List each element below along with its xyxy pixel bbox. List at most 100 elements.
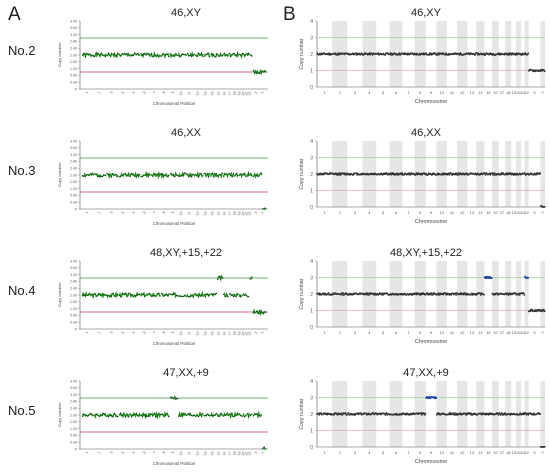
copy-number-point-a bbox=[233, 416, 235, 418]
copy-number-point-a bbox=[260, 310, 262, 312]
copy-number-point-a bbox=[129, 292, 131, 294]
copy-number-point-a bbox=[147, 293, 149, 295]
copy-number-point-a bbox=[171, 396, 173, 398]
copy-number-point-a bbox=[83, 294, 85, 296]
copy-number-point-b bbox=[468, 53, 471, 56]
copy-number-point-b bbox=[327, 292, 330, 294]
copy-number-point-b bbox=[469, 294, 472, 296]
copy-number-point-a bbox=[214, 173, 216, 175]
copy-number-point-a bbox=[155, 295, 157, 297]
copy-number-point-b bbox=[368, 294, 370, 296]
x-tick-label-b: 4 bbox=[368, 450, 371, 455]
copy-number-point-a bbox=[84, 55, 86, 57]
copy-number-point-a bbox=[177, 398, 179, 400]
copy-number-point-a bbox=[245, 295, 247, 297]
y-tick-label-b: 0 bbox=[310, 205, 313, 211]
copy-number-point-a bbox=[160, 55, 162, 57]
panel-a-label: A bbox=[8, 4, 21, 25]
x-axis-label-b: Chromosome bbox=[415, 459, 447, 465]
copy-number-point-a bbox=[104, 175, 106, 177]
y-tick-label-a: 2.00 bbox=[70, 173, 77, 177]
copy-number-point-a bbox=[165, 294, 167, 296]
copy-number-point-a bbox=[241, 52, 243, 54]
x-tick-label-a: 21 bbox=[244, 451, 249, 456]
y-tick-label-b: 3 bbox=[310, 275, 313, 281]
copy-number-point-a bbox=[159, 295, 161, 297]
karyotype-title-a: 46,XX bbox=[171, 127, 201, 139]
copy-number-point-a bbox=[252, 69, 254, 71]
x-tick-label-b: X bbox=[533, 330, 536, 335]
copy-number-point-a bbox=[238, 174, 240, 176]
copy-number-point-a bbox=[228, 52, 230, 54]
copy-number-point-b bbox=[498, 412, 501, 414]
copy-number-point-b bbox=[372, 412, 375, 414]
karyotype-title-b: 46,XY bbox=[411, 7, 441, 19]
y-tick-label-a: 0.40 bbox=[70, 81, 77, 85]
copy-number-point-a bbox=[81, 174, 83, 176]
copy-number-point-b bbox=[524, 172, 526, 174]
copy-number-point-a bbox=[146, 293, 148, 295]
copy-number-point-a bbox=[242, 413, 244, 415]
copy-number-point-a bbox=[143, 174, 145, 176]
copy-number-point-a bbox=[192, 54, 194, 56]
copy-number-point-a bbox=[216, 53, 218, 54]
x-tick-label-b: 12 bbox=[460, 330, 465, 335]
copy-number-point-a bbox=[132, 414, 134, 416]
x-tick-label-a: 22 bbox=[247, 331, 252, 336]
copy-number-trace-a bbox=[223, 291, 229, 298]
y-tick-label-a: 0 bbox=[75, 327, 77, 331]
copy-number-point-b bbox=[339, 172, 341, 174]
copy-number-point-a bbox=[210, 293, 212, 295]
copy-number-point-a bbox=[83, 52, 85, 54]
copy-number-point-a bbox=[238, 295, 240, 297]
copy-number-point-a bbox=[204, 54, 206, 55]
copy-number-point-a bbox=[185, 173, 187, 175]
x-tick-label-a: 15 bbox=[216, 451, 221, 456]
copy-number-point-a bbox=[109, 173, 111, 175]
copy-number-point-a bbox=[123, 413, 125, 415]
copy-number-point-a bbox=[155, 175, 157, 177]
copy-number-point-a bbox=[89, 53, 91, 55]
copy-number-point-a bbox=[98, 54, 100, 56]
copy-number-point-a bbox=[199, 172, 201, 174]
copy-number-point-a bbox=[196, 175, 198, 177]
copy-number-point-b bbox=[408, 173, 411, 176]
x-tick-label-a: 5 bbox=[132, 91, 136, 94]
x-tick-label-a: 13 bbox=[203, 211, 208, 216]
y-tick-label-b: 1 bbox=[310, 68, 313, 74]
copy-number-point-a bbox=[217, 413, 218, 415]
x-tick-label-b: 21 bbox=[521, 210, 526, 215]
copy-number-point-a bbox=[262, 312, 264, 314]
copy-number-point-b bbox=[387, 173, 389, 176]
copy-number-point-a bbox=[230, 293, 232, 295]
x-tick-label-b: 8 bbox=[419, 330, 422, 335]
copy-number-point-b bbox=[429, 397, 432, 400]
copy-number-point-a bbox=[97, 52, 99, 54]
copy-number-point-a bbox=[184, 54, 186, 56]
x-tick-label-b: 11 bbox=[450, 450, 455, 455]
copy-number-point-a bbox=[168, 56, 170, 58]
copy-number-point-a bbox=[153, 412, 155, 414]
copy-number-point-b bbox=[488, 172, 491, 175]
copy-number-point-a bbox=[223, 54, 225, 56]
copy-number-point-b bbox=[480, 294, 482, 296]
copy-number-point-a bbox=[178, 415, 180, 417]
x-tick-label-a: Y bbox=[261, 450, 266, 454]
x-tick-label-a: 8 bbox=[162, 91, 166, 94]
x-tick-label-b: 17 bbox=[500, 210, 505, 215]
copy-number-point-a bbox=[149, 293, 151, 295]
copy-number-trace-a bbox=[249, 172, 253, 177]
y-tick-label-b: 1 bbox=[310, 188, 313, 194]
x-tick-label-a: X bbox=[254, 90, 259, 94]
y-tick-label-a: 2.00 bbox=[70, 293, 77, 297]
copy-number-point-a bbox=[143, 414, 145, 416]
copy-number-point-a bbox=[155, 55, 157, 57]
copy-number-point-a bbox=[104, 413, 106, 415]
copy-number-point-b bbox=[435, 413, 438, 416]
copy-number-point-a bbox=[107, 52, 109, 54]
copy-number-trace-a bbox=[229, 412, 234, 420]
copy-number-point-a bbox=[89, 173, 91, 175]
copy-number-point-a bbox=[254, 173, 256, 175]
copy-number-point-a bbox=[123, 293, 125, 295]
copy-number-point-b bbox=[496, 292, 499, 294]
